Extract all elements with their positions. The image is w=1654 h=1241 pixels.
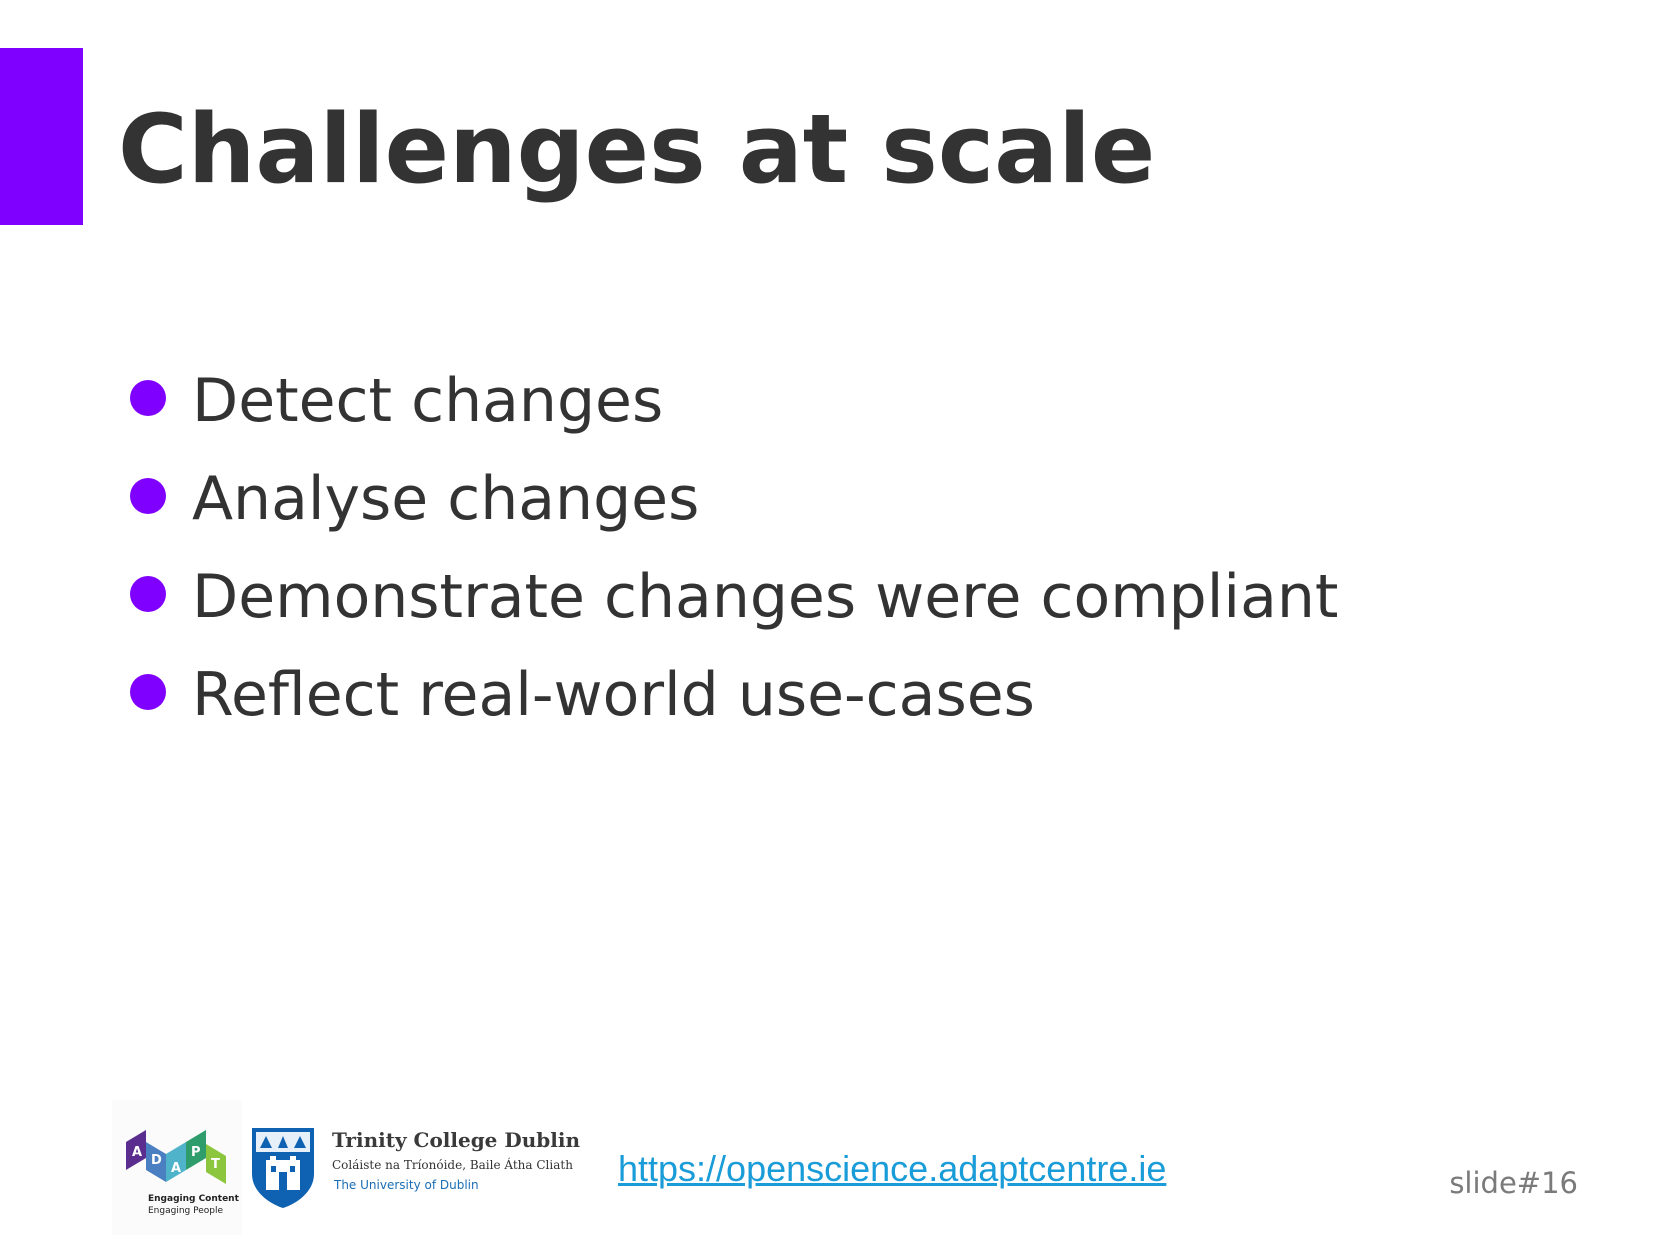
bullet-list: Detect changes Analyse changes Demonstra…: [130, 352, 1338, 744]
adapt-logo: A D A P T Engaging Content Engaging Peop…: [112, 1100, 242, 1235]
tcd-crest-icon: [252, 1128, 314, 1208]
adapt-letter-a2: A: [171, 1161, 181, 1176]
bullet-text: Demonstrate changes were compliant: [192, 562, 1339, 632]
slide-title: Challenges at scale: [118, 95, 1156, 205]
bullet-text: Reflect real-world use-cases: [192, 660, 1035, 730]
bullet-text: Analyse changes: [192, 464, 700, 534]
bullet-item: Demonstrate changes were compliant: [130, 548, 1338, 646]
tcd-logo: Trinity College Dublin Coláiste na Tríon…: [250, 1126, 580, 1216]
bullet-dot-icon: [130, 674, 166, 710]
bullet-text: Detect changes: [192, 366, 664, 436]
adapt-letter-a: A: [132, 1145, 142, 1160]
adapt-logo-mark-icon: A D A P T: [126, 1130, 226, 1184]
bullet-dot-icon: [130, 380, 166, 416]
bullet-dot-icon: [130, 576, 166, 612]
bullet-dot-icon: [130, 478, 166, 514]
adapt-letter-p: P: [191, 1145, 201, 1160]
slide-number: slide#16: [1449, 1166, 1578, 1200]
tcd-irish-name: Coláiste na Tríonóide, Baile Átha Cliath: [332, 1158, 573, 1172]
adapt-tagline-1: Engaging Content: [148, 1194, 239, 1204]
adapt-letter-t: T: [211, 1157, 220, 1172]
bullet-item: Analyse changes: [130, 450, 1338, 548]
tcd-subtitle: The University of Dublin: [334, 1178, 479, 1192]
bullet-item: Detect changes: [130, 352, 1338, 450]
title-accent-bar: [0, 48, 83, 225]
openscience-link[interactable]: https://openscience.adaptcentre.ie: [618, 1148, 1167, 1189]
bullet-item: Reflect real-world use-cases: [130, 646, 1338, 744]
tcd-name: Trinity College Dublin: [332, 1128, 580, 1152]
adapt-letter-d: D: [151, 1153, 162, 1168]
adapt-tagline-2: Engaging People: [148, 1206, 224, 1216]
